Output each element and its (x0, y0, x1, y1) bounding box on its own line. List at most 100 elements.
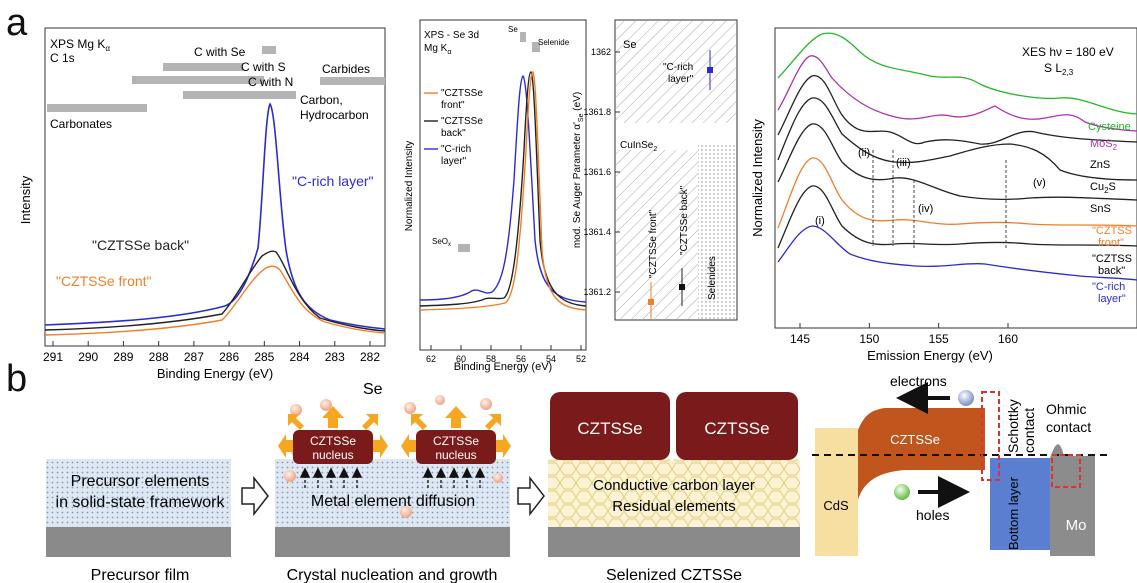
se-atom (290, 404, 302, 416)
plot-frame (44, 27, 386, 347)
curve-front (44, 265, 386, 336)
ref-carbonates: Carbonates (50, 117, 112, 131)
schottky-label-2: contact (1021, 408, 1037, 453)
se-atoms (284, 395, 503, 518)
ref-carbides: Carbides (322, 62, 370, 76)
curve-crich (777, 225, 1137, 281)
electron-icon (958, 390, 974, 406)
tick-label: 56 (516, 354, 526, 364)
precursor-caption: Precursor film (91, 567, 190, 583)
label-crich: "C-rich layer" (292, 173, 374, 189)
curve-sns (777, 123, 1137, 201)
legend-crich-2: layer" (441, 156, 467, 167)
ref-bar (458, 244, 470, 252)
curve-cu2s (777, 97, 1137, 181)
carbon-layer (548, 459, 800, 527)
label-sns: SnS (1090, 203, 1111, 215)
nucleus (416, 430, 496, 464)
tick-label: 1362 (591, 47, 611, 57)
schematic-selenized: CZTSSe CZTSSe Conductive carbon layer Re… (548, 392, 800, 583)
point-back (679, 284, 685, 290)
chart-auger: Se CuInSe2 Selenides "C-rich layer" "CZT… (572, 19, 738, 321)
residual-label: Residual elements (612, 498, 735, 515)
label-front-2: front" (1098, 237, 1124, 249)
tick-label: 288 (149, 350, 169, 364)
label-front: "CZTSSe front" (56, 273, 152, 289)
tick-label: 62 (426, 354, 436, 364)
holes-label: holes (916, 507, 949, 523)
ref-bar (532, 42, 540, 52)
panel-label-b: b (6, 358, 28, 400)
xes-title: XES hν = 180 eV (1022, 45, 1114, 59)
tick-label: 287 (184, 350, 204, 364)
tick-label: 52 (576, 354, 586, 364)
xes-xlabel: Emission Energy (eV) (867, 348, 993, 363)
nucleus-label-2: nucleus (435, 448, 476, 462)
label-crich-2: layer" (1098, 293, 1126, 305)
ref-c-n: C with N (248, 75, 293, 89)
legend-crich: "C-rich (441, 144, 471, 155)
schottky-box (981, 391, 1000, 481)
se-atom (435, 395, 445, 405)
feature-i: (i) (815, 215, 825, 227)
czts-grain (550, 392, 670, 460)
label-back: "CZTSSe back" (92, 237, 189, 253)
substrate (46, 527, 231, 557)
electrons-label: electrons (890, 373, 947, 389)
band-diagram: CdS CZTSSe electrons holes Schottky cont… (812, 373, 1108, 556)
se-atom (400, 506, 412, 518)
feature-iii: (iii) (896, 157, 911, 169)
ref-bar (262, 46, 276, 54)
ref-seox: SeOx (432, 237, 451, 248)
tick-label: 1361.8 (583, 107, 611, 117)
curve-crich (44, 102, 386, 330)
diffusion-label: Metal element diffusion (311, 493, 475, 510)
tick-label: 282 (360, 350, 380, 364)
curve-zns (777, 75, 1137, 145)
curve-mos2 (777, 55, 1137, 132)
ref-se: Se (508, 25, 518, 34)
bottom-layer-label: Bottom layer (1006, 476, 1021, 550)
point-front-label: "CZTSSe front" (648, 209, 659, 278)
region-cuinse (616, 150, 698, 319)
point-crich-label: "C-rich (663, 62, 693, 73)
region-selenides (698, 145, 736, 319)
feature-iv: (iv) (918, 203, 933, 215)
ref-c-se: C with Se (194, 45, 246, 59)
mo-label: Mo (1066, 517, 1087, 534)
ref-bar (163, 63, 243, 71)
tick-label: 54 (546, 354, 556, 364)
czts-band-label: CZTSSe (890, 432, 940, 447)
process-arrow (241, 475, 269, 517)
precursor-layer (46, 459, 231, 527)
legend-front: "CZTSSe (441, 88, 483, 99)
se-label: Se (363, 381, 383, 398)
c1s-ylabel: Intensity (18, 175, 33, 224)
hole-icon (894, 484, 910, 500)
curve-crich (419, 75, 587, 303)
c1s-xticks: 291 290 289 288 287 286 285 284 283 282 (43, 341, 380, 364)
tick-label: 1361.4 (583, 227, 611, 237)
czts-grain (676, 392, 798, 460)
chart-se3d: XPS - Se 3d Mg Kα Se Selenide SeOx "CZTS… (404, 19, 587, 373)
tick-label: 58 (486, 354, 496, 364)
se-atom (493, 473, 503, 483)
tick-label: 290 (78, 350, 98, 364)
xes-xticks: 145 150 155 160 (790, 323, 1018, 346)
ref-bar (183, 91, 296, 99)
point-crich (707, 67, 713, 73)
chart-xes: XES hν = 180 eV S L2,3 (i) (ii) (iii) (i… (750, 27, 1137, 363)
substrate (275, 527, 510, 557)
c1s-xlabel: Binding Energy (eV) (157, 366, 273, 381)
feature-v: (v) (1033, 177, 1046, 189)
bottom-layer (990, 458, 1050, 550)
legend-front-2: front" (441, 100, 465, 111)
carbon-label: Conductive carbon layer (593, 477, 755, 494)
curve-front (419, 71, 587, 311)
tick-label: 285 (254, 350, 274, 364)
se3d-ylabel: Normalized Intensity (404, 141, 415, 232)
precursor-text: Precursor elements (71, 473, 210, 490)
schematic-nucleation: Se CZTSSe nucleus CZTSSe nucleus (275, 381, 511, 583)
point-crich-label-2: layer" (668, 74, 694, 85)
label-front: "CZTSS (1092, 225, 1132, 237)
